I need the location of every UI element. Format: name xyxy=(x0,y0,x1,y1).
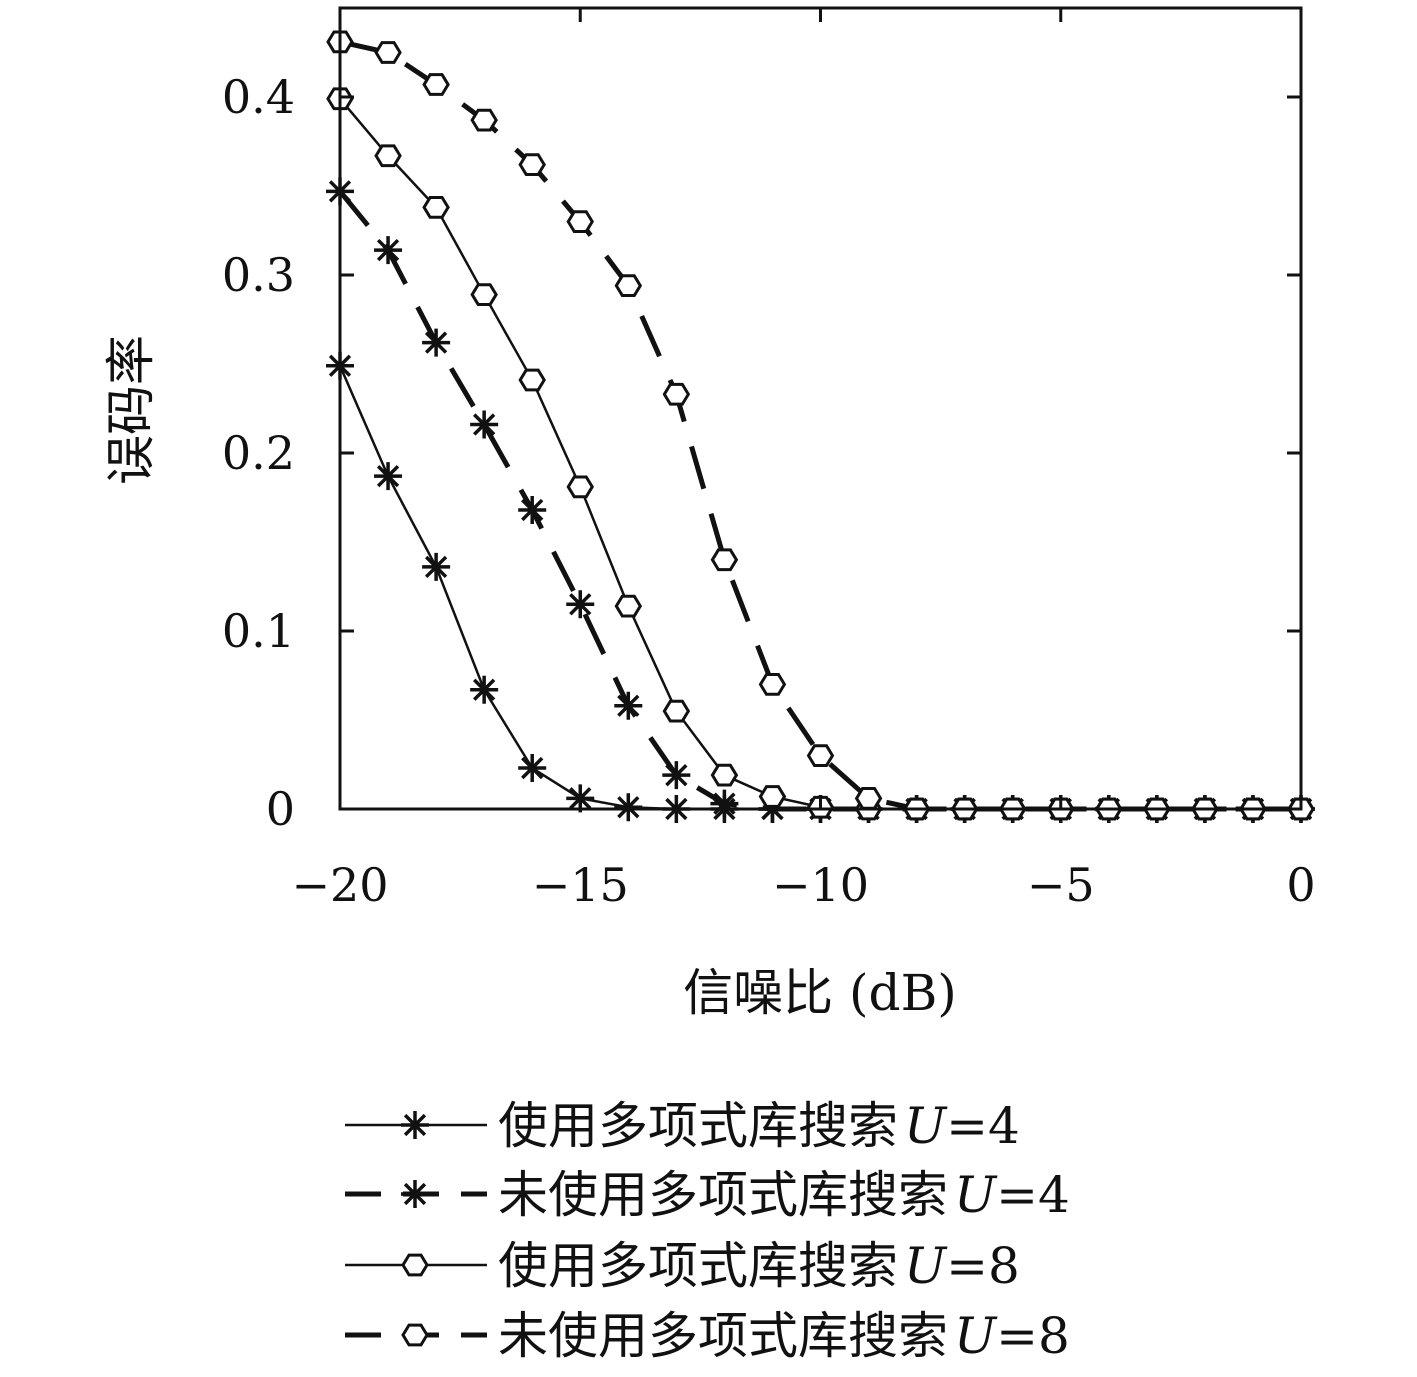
data-point-hexagon xyxy=(518,153,546,177)
x-tick-label: −20 xyxy=(291,858,388,912)
data-point-hexagon xyxy=(374,144,402,168)
data-point-star xyxy=(422,552,451,581)
y-tick-label: 0.4 xyxy=(222,70,295,124)
data-point-star xyxy=(374,236,403,265)
data-point-star xyxy=(518,495,547,524)
legend-label: 使用多项式库搜索 U=8 xyxy=(498,1237,1020,1295)
data-point-hexagon xyxy=(422,73,450,96)
data-point-hexagon xyxy=(662,699,691,723)
data-point-hexagon xyxy=(422,195,450,219)
data-point-hexagon xyxy=(566,475,595,499)
data-point-star xyxy=(614,793,643,822)
data-point-hexagon xyxy=(758,785,787,808)
data-point-hexagon xyxy=(470,108,498,132)
legend-marker-star xyxy=(401,1111,429,1139)
y-tick-label: 0.2 xyxy=(222,426,295,480)
legend-item: 使用多项式库搜索 U=8 xyxy=(345,1237,1020,1295)
data-point-hexagon xyxy=(614,594,643,618)
data-point-star xyxy=(374,462,403,491)
data-point-hexagon xyxy=(710,763,739,787)
data-point-hexagon xyxy=(662,382,691,406)
data-point-star xyxy=(614,691,643,720)
data-point-star xyxy=(422,328,451,357)
series-3 xyxy=(326,87,1315,821)
data-point-star xyxy=(662,761,691,790)
data-point-hexagon xyxy=(518,368,546,392)
x-tick-label: 0 xyxy=(1286,858,1315,912)
y-tick-label: 0 xyxy=(266,782,295,836)
data-point-star xyxy=(470,410,499,439)
y-axis-label: 误码率 xyxy=(102,335,160,485)
data-point-hexagon xyxy=(470,283,498,306)
data-point-star xyxy=(710,789,739,818)
data-point-star xyxy=(566,590,595,619)
x-axis-label: 信噪比 (dB) xyxy=(683,964,957,1022)
legend-item: 未使用多项式库搜索 U=8 xyxy=(345,1307,1070,1365)
y-tick-label: 0.3 xyxy=(222,248,295,302)
data-point-hexagon xyxy=(614,274,643,298)
data-point-hexagon xyxy=(854,786,883,810)
legend-marker-star xyxy=(401,1180,429,1208)
data-point-hexagon xyxy=(566,210,595,233)
x-tick-label: −10 xyxy=(772,858,869,912)
legend-marker-hexagon xyxy=(401,1323,429,1347)
y-tick-label: 0.1 xyxy=(222,604,295,658)
data-point-hexagon xyxy=(710,548,739,572)
data-point-star xyxy=(518,754,547,783)
data-point-hexagon xyxy=(806,744,835,767)
series-2 xyxy=(326,177,1315,823)
data-point-hexagon xyxy=(758,673,787,696)
data-point-hexagon xyxy=(374,41,402,64)
x-tick-label: −5 xyxy=(1027,858,1095,912)
legend-label: 未使用多项式库搜索 U=8 xyxy=(498,1307,1070,1365)
legend-marker-hexagon xyxy=(401,1253,429,1277)
legend-label: 使用多项式库搜索 U=4 xyxy=(498,1097,1020,1155)
legend-item: 未使用多项式库搜索 U=4 xyxy=(345,1166,1070,1224)
legend-label: 未使用多项式库搜索 U=4 xyxy=(498,1166,1070,1224)
x-tick-label: −15 xyxy=(532,858,629,912)
legend-item: 使用多项式库搜索 U=4 xyxy=(345,1097,1020,1155)
data-point-star xyxy=(470,675,499,704)
legend: 使用多项式库搜索 U=4 未使用多项式库搜索 U=4 使用多项式库搜索 U=8 未使用多项式… xyxy=(345,1097,1070,1365)
